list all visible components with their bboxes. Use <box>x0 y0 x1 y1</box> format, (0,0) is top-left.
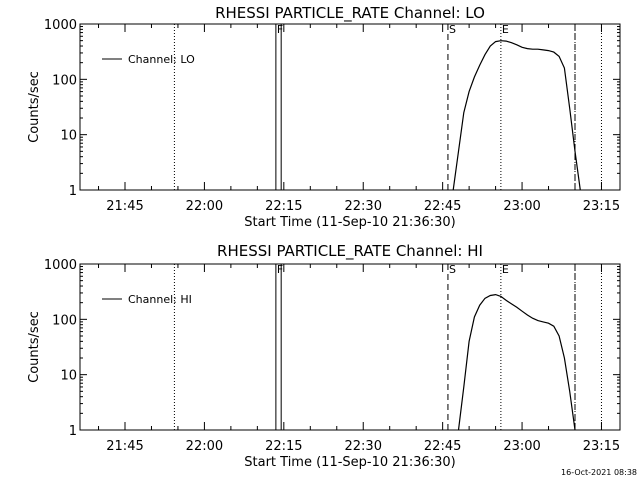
x-tick-label: 22:45 <box>424 199 461 214</box>
x-tick-label: 22:45 <box>424 439 461 454</box>
marker-label-S: S <box>449 23 456 36</box>
y-tick-label: 10 <box>60 369 77 384</box>
x-tick-label: 21:45 <box>106 439 143 454</box>
marker-label-S: S <box>449 263 456 276</box>
footer-timestamp: 16-Oct-2021 08:38 <box>561 468 637 477</box>
plot-frame <box>79 23 621 191</box>
x-axis-label: Start Time (11-Sep-10 21:36:30) <box>244 215 455 230</box>
x-tick-label: 22:30 <box>345 199 382 214</box>
chart-panel-1: RHESSI PARTICLE_RATE Channel: LO 1 10 100 10… <box>27 4 621 230</box>
y-axis-label: Counts/sec <box>27 71 42 143</box>
y-tick-label: 100 <box>52 313 77 328</box>
marker-label-F: F <box>277 23 283 36</box>
y-axis-label: Counts/sec <box>27 311 42 383</box>
marker-label-E: E <box>502 263 509 276</box>
y-tick-label: 10 <box>60 129 77 144</box>
y-tick-label: 1 <box>69 184 77 199</box>
x-axis-label: Start Time (11-Sep-10 21:36:30) <box>244 455 455 470</box>
x-tick-label: 22:15 <box>265 439 302 454</box>
x-tick-label: 23:00 <box>503 199 540 214</box>
x-tick-label: 21:45 <box>106 199 143 214</box>
chart-title: RHESSI PARTICLE_RATE Channel: LO <box>215 4 485 23</box>
marker-label-F: F <box>277 263 283 276</box>
marker-label-E: E <box>502 23 509 36</box>
legend-label: Channel: HI <box>128 293 192 306</box>
x-tick-label: 23:00 <box>503 439 540 454</box>
x-tick-label: 23:15 <box>583 199 620 214</box>
x-tick-label: 22:00 <box>186 199 223 214</box>
legend-label: Channel: LO <box>128 53 195 66</box>
series-line <box>452 40 581 191</box>
series-line <box>457 293 576 431</box>
plot-frame <box>79 263 621 431</box>
x-tick-label: 22:15 <box>265 199 302 214</box>
x-tick-label: 23:15 <box>583 439 620 454</box>
x-tick-label: 22:30 <box>345 439 382 454</box>
y-tick-label: 100 <box>52 73 77 88</box>
y-tick-label: 1000 <box>44 258 77 273</box>
chart-panel-2: RHESSI PARTICLE_RATE Channel: HI 1 10 100 10… <box>27 242 621 470</box>
y-tick-label: 1 <box>69 424 77 439</box>
x-tick-label: 22:00 <box>186 439 223 454</box>
y-tick-label: 1000 <box>44 18 77 33</box>
chart-title: RHESSI PARTICLE_RATE Channel: HI <box>217 242 483 261</box>
